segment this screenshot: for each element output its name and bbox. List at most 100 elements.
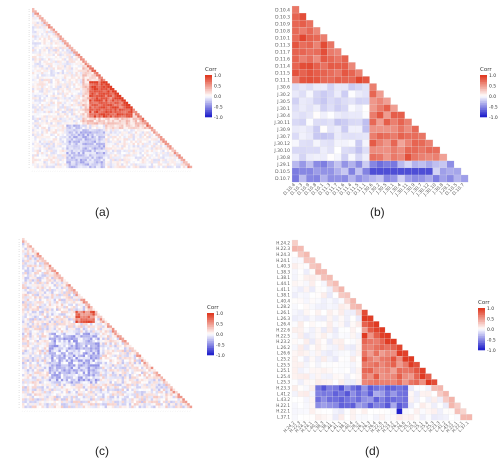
heatmap-cell	[100, 129, 104, 132]
heatmap-cell	[29, 371, 32, 375]
heatmap-cell	[59, 115, 62, 118]
heatmap-cell	[43, 69, 46, 73]
heatmap-cell	[72, 356, 76, 360]
heatmap-cell	[57, 37, 60, 41]
heatmap-cell	[55, 291, 59, 295]
heatmap-cell	[84, 129, 88, 132]
heatmap-cell	[85, 378, 88, 382]
heatmap-cell	[45, 147, 49, 150]
heatmap-cell	[73, 67, 76, 70]
heatmap-cell	[29, 361, 32, 365]
heatmap-cell	[348, 125, 356, 133]
heatmap-cell	[369, 118, 377, 126]
heatmap-cell	[70, 55, 74, 59]
heatmap-cell	[334, 174, 342, 183]
heatmap-cell	[41, 145, 44, 148]
heatmap-cell	[73, 71, 76, 75]
heatmap-cell	[87, 381, 91, 384]
heatmap-cell	[320, 111, 328, 119]
heatmap-cell	[53, 371, 57, 375]
heatmap-cell	[47, 87, 51, 91]
heatmap-cell	[95, 115, 99, 118]
heatmap-cell	[24, 318, 28, 321]
heatmap-cell	[68, 291, 71, 295]
heatmap-cell	[46, 383, 49, 387]
heatmap-cell	[169, 161, 172, 164]
heatmap-cell	[85, 352, 88, 355]
heatmap-cell	[45, 65, 49, 68]
heatmap-cell	[93, 85, 97, 89]
heatmap-cell	[157, 151, 161, 155]
heatmap-cell	[50, 147, 53, 150]
legend-swatch	[480, 111, 487, 114]
heatmap-cell	[36, 17, 40, 20]
heatmap-cell	[31, 305, 35, 309]
heatmap-cell	[100, 97, 104, 100]
legend-swatch	[480, 83, 487, 86]
heatmap-cell	[68, 94, 72, 98]
heatmap-cell	[139, 129, 142, 132]
heatmap-cell	[165, 381, 168, 384]
heatmap-cell	[47, 35, 51, 38]
heatmap-cell	[175, 161, 179, 164]
heatmap-cell	[109, 352, 113, 355]
heatmap-cell	[77, 298, 81, 302]
heatmap-cell	[48, 267, 52, 270]
heatmap-cell	[68, 378, 71, 382]
heatmap-cell	[48, 293, 52, 297]
heatmap-cell	[92, 347, 96, 350]
heatmap-cell	[48, 288, 52, 292]
heatmap-cell	[61, 161, 65, 164]
heatmap-cell	[116, 126, 120, 130]
heatmap-cell	[133, 364, 137, 367]
heatmap-cell	[93, 147, 97, 150]
heatmap-cell	[48, 303, 52, 307]
heatmap-cell	[102, 145, 106, 148]
heatmap-cell	[80, 308, 83, 312]
heatmap-cell	[36, 262, 40, 265]
heatmap-cell	[155, 381, 159, 384]
heatmap-cell	[54, 53, 58, 57]
heatmap-cell	[107, 83, 110, 86]
heatmap-cell	[46, 271, 49, 275]
heatmap-cell	[92, 344, 96, 348]
heatmap-cell	[84, 81, 88, 84]
heatmap-cell	[150, 135, 154, 139]
heatmap-cell	[376, 139, 384, 148]
y-tick-label: D.10.7	[275, 176, 290, 182]
heatmap-cell	[38, 49, 42, 52]
heatmap-cell	[291, 139, 300, 148]
y-tick-mark: —	[28, 109, 30, 111]
heatmap-cell	[31, 147, 35, 150]
heatmap-cell	[59, 113, 62, 116]
heatmap-cell	[334, 90, 342, 98]
heatmap-cell	[298, 146, 307, 155]
heatmap-cell	[29, 330, 32, 333]
heatmap-cell	[121, 101, 124, 105]
heatmap-cell	[38, 303, 42, 307]
heatmap-cell	[34, 129, 37, 132]
heatmap-cell	[73, 69, 76, 73]
heatmap-cell	[460, 174, 469, 183]
heatmap-cell	[95, 156, 99, 160]
heatmap-cell	[26, 303, 30, 307]
heatmap-cell	[146, 151, 149, 155]
heatmap-cell	[111, 154, 115, 157]
heatmap-cell	[54, 76, 58, 80]
heatmap-cell	[138, 381, 142, 384]
heatmap-cell	[97, 352, 100, 355]
heatmap-cell	[34, 308, 37, 312]
heatmap-cell	[85, 310, 88, 314]
heatmap-cell	[162, 151, 165, 155]
heatmap-cell	[26, 308, 30, 312]
heatmap-cell	[134, 110, 138, 114]
heatmap-cell	[48, 371, 52, 375]
heatmap-cell	[45, 92, 49, 96]
heatmap-cell	[26, 337, 30, 341]
heatmap-cell	[130, 163, 133, 166]
heatmap-cell	[31, 378, 35, 382]
heatmap-cell	[159, 165, 163, 169]
heatmap-cell	[58, 335, 62, 338]
y-tick-label: D.10.1	[275, 35, 290, 41]
heatmap-cell	[75, 145, 78, 148]
